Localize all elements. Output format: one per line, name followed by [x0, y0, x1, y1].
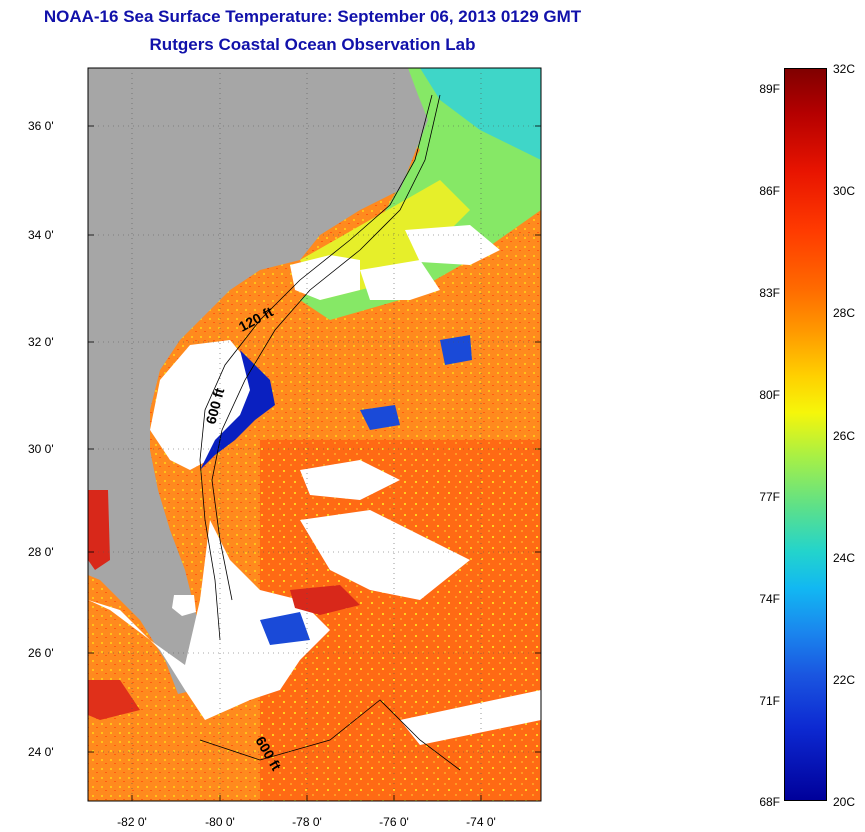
cool-patch-1: [360, 405, 400, 430]
cloud-south-florida: [88, 520, 330, 720]
lon-label-76: -76 0': [379, 815, 409, 829]
land-mass: [88, 68, 428, 694]
cloud-shelf-georgia: [150, 340, 262, 470]
colorbar-c-24: 24C: [833, 551, 856, 565]
colorbar-f-83: 83F: [759, 286, 780, 300]
isobath-600ft: [211, 94, 441, 601]
isobath-600ft-south: [199, 699, 461, 771]
colorbar-f-74: 74F: [759, 592, 780, 606]
axis-ticks: [88, 125, 541, 801]
lon-label-74: -74 0': [466, 815, 496, 829]
sst-map: 120 ft 600 ft 600 ft: [87, 67, 542, 802]
colorbar-c-32: 32C: [833, 62, 856, 76]
lon-label-78: -78 0': [292, 815, 322, 829]
ocean-cyan-north: [420, 68, 541, 160]
map-title: NOAA-16 Sea Surface Temperature: Septemb…: [43, 7, 582, 26]
cloud-offshore-4: [300, 460, 400, 500]
cold-shelf-water: [200, 350, 275, 470]
lat-label-34: 34 0': [28, 228, 54, 242]
lat-label-30: 30 0': [28, 442, 54, 456]
cloud-offshore-2: [360, 260, 440, 300]
graticule: [88, 68, 541, 801]
lat-label-36: 36 0': [28, 119, 54, 133]
colorbar-f-71: 71F: [759, 694, 780, 708]
lake-okeechobee: [172, 595, 196, 616]
cool-patch-2: [440, 335, 472, 365]
isobath-120ft: [199, 94, 433, 641]
colorbar-c-28: 28C: [833, 306, 856, 320]
lon-label-82: -82 0': [117, 815, 147, 829]
colorbar-f-77: 77F: [759, 490, 780, 504]
lat-label-28: 28 0': [28, 545, 54, 559]
map-subtitle: Rutgers Coastal Ocean Observation Lab: [149, 35, 476, 54]
cool-patch-3: [260, 612, 310, 645]
cloud-streak: [400, 690, 541, 745]
colorbar-f-68: 68F: [759, 795, 780, 809]
colorbar-c-20: 20C: [833, 795, 856, 809]
lon-label-80: -80 0': [205, 815, 235, 829]
colorbar-c-22: 22C: [833, 673, 856, 687]
colorbar-c-26: 26C: [833, 429, 856, 443]
lat-label-24: 24 0': [28, 745, 54, 759]
colorbar-f-80: 80F: [759, 388, 780, 402]
map-panel: 120 ft 600 ft 600 ft 36 0' 34 0' 32 0' 3…: [28, 67, 542, 829]
cloud-bahamas: [300, 510, 470, 600]
colorbar-c-30: 30C: [833, 184, 856, 198]
lat-label-32: 32 0': [28, 335, 54, 349]
colorbar-f-86: 86F: [759, 184, 780, 198]
warm-patch-bahamas: [290, 585, 360, 615]
lat-label-26: 26 0': [28, 646, 54, 660]
map-frame: [87, 67, 542, 802]
warm-patch-gulf-north: [88, 490, 110, 570]
colorbar: [784, 68, 827, 801]
colorbar-f-89: 89F: [759, 82, 780, 96]
warm-patch-gulf-south: [88, 680, 140, 720]
